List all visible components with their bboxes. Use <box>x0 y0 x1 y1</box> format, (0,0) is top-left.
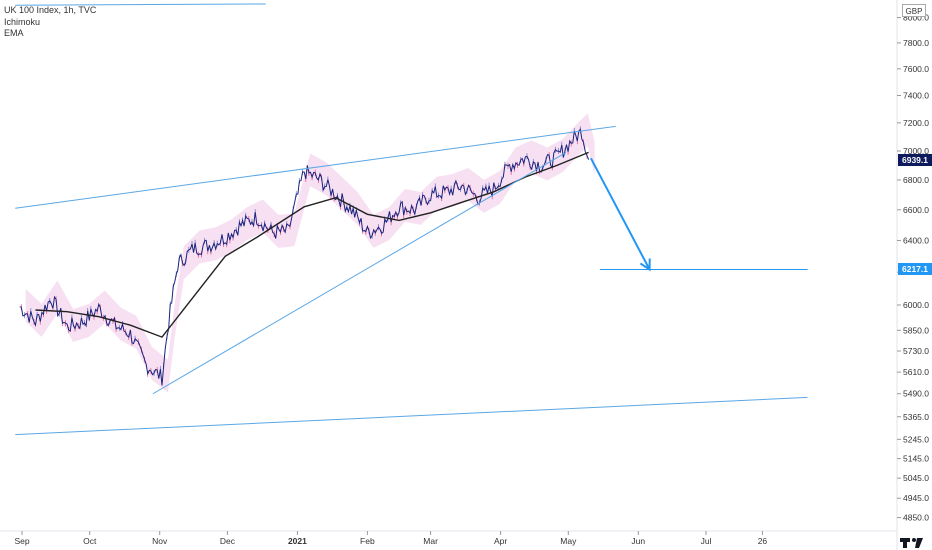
tradingview-logo-icon[interactable] <box>898 535 928 549</box>
target-price-tag: 6217.1 <box>898 263 932 276</box>
ichimoku-cloud-band <box>25 113 595 393</box>
ema-line <box>35 151 589 338</box>
ichimoku-cloud <box>25 113 595 393</box>
y-tick-label-11: 5850.0 <box>903 325 929 335</box>
projection-arrow-head[interactable] <box>639 258 651 272</box>
x-tick-label-5: Feb <box>360 536 375 546</box>
price-line <box>19 128 590 386</box>
chart-legend: UK 100 Index, 1h, TVC Ichimoku EMA <box>4 5 96 40</box>
x-tick-label-10: Jul <box>701 536 712 546</box>
y-tick-label-8: 6400.0 <box>903 236 929 246</box>
ema-series <box>35 151 589 338</box>
y-tick-label-1: 7800.0 <box>903 38 929 48</box>
y-tick-label-5: 7000.0 <box>903 146 929 156</box>
y-tick-label-7: 6600.0 <box>903 205 929 215</box>
y-tick-label-12: 5730.0 <box>903 346 929 356</box>
legend-indicator-ema[interactable]: EMA <box>4 28 24 38</box>
y-tick-label-17: 5145.0 <box>903 454 929 464</box>
legend-symbol[interactable]: UK 100 Index, 1h, TVC <box>4 5 97 15</box>
y-tick-label-18: 5045.0 <box>903 473 929 483</box>
x-tick-label-2: Nov <box>152 536 168 546</box>
y-tick-label-10: 6000.0 <box>903 300 929 310</box>
projection-arrow[interactable] <box>589 157 651 270</box>
time-scale[interactable]: Sep Oct Nov Dec 2021 Feb Mar Apr May Jun Jul 26 <box>14 531 767 546</box>
y-tick-label-2: 7600.0 <box>903 64 929 74</box>
trendline-0[interactable] <box>15 125 616 209</box>
x-tick-label-1: Oct <box>83 536 97 546</box>
y-tick-label-6: 6800.0 <box>903 175 929 185</box>
trendline-3[interactable] <box>15 3 266 6</box>
y-tick-label-15: 5365.0 <box>903 412 929 422</box>
x-tick-label-3: Dec <box>220 536 236 546</box>
trendline-2[interactable] <box>15 396 808 436</box>
last-price-tag: 6939.1 <box>898 153 932 166</box>
y-tick-label-3: 7400.0 <box>903 90 929 100</box>
y-tick-label-16: 5245.0 <box>903 434 929 444</box>
y-tick-label-19: 4945.0 <box>903 493 929 503</box>
y-tick-label-13: 5610.0 <box>903 367 929 377</box>
y-tick-label-4: 7200.0 <box>903 118 929 128</box>
y-tick-label-20: 4850.0 <box>903 513 929 523</box>
x-tick-label-4: 2021 <box>288 536 307 546</box>
price-scale[interactable]: 8000.0 7800.0 7600.0 7400.0 7200.0 7000.0 6800… <box>897 13 929 523</box>
y-tick-label-14: 5490.0 <box>903 389 929 399</box>
x-tick-label-8: May <box>560 536 577 546</box>
x-tick-label-7: Apr <box>494 536 507 546</box>
drawing-annotations[interactable] <box>15 3 808 436</box>
x-tick-label-9: Jun <box>631 536 645 546</box>
x-tick-label-11: 26 <box>758 536 768 546</box>
x-tick-label-0: Sep <box>14 536 29 546</box>
x-tick-label-6: Mar <box>423 536 438 546</box>
price-series <box>19 126 590 386</box>
currency-label[interactable]: GBP <box>902 4 926 17</box>
trendline-1[interactable] <box>152 151 567 395</box>
legend-indicator-ichimoku[interactable]: Ichimoku <box>4 16 41 27</box>
y-tick-label-0: 8000.0 <box>903 13 929 23</box>
